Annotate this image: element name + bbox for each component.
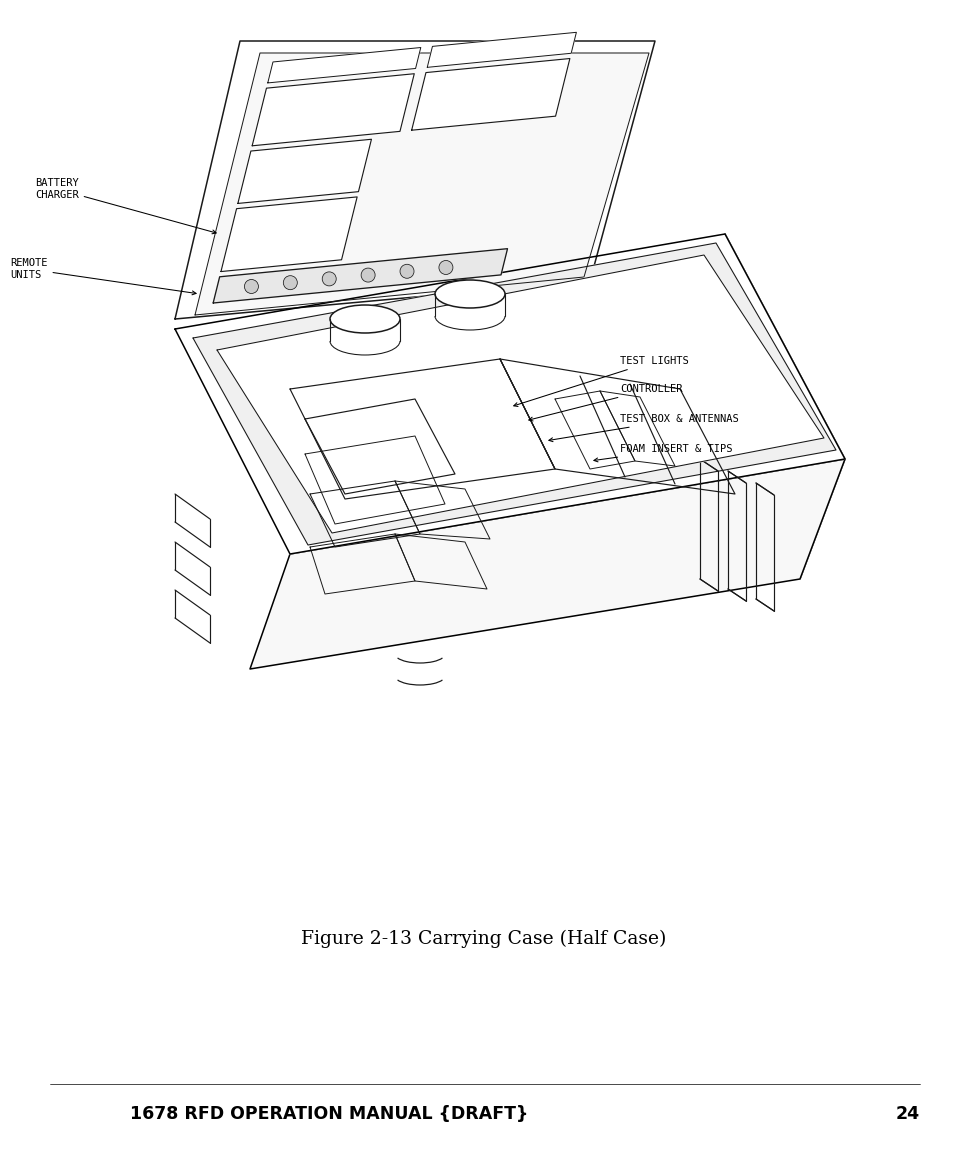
Text: FOAM INSERT & TIPS: FOAM INSERT & TIPS bbox=[594, 444, 733, 462]
Polygon shape bbox=[217, 255, 824, 533]
Text: BATTERY
CHARGER: BATTERY CHARGER bbox=[35, 178, 216, 233]
Text: REMOTE
UNITS: REMOTE UNITS bbox=[10, 259, 196, 295]
Polygon shape bbox=[221, 196, 358, 271]
Ellipse shape bbox=[330, 304, 400, 333]
Polygon shape bbox=[267, 47, 421, 83]
Text: TEST LIGHTS: TEST LIGHTS bbox=[514, 356, 689, 407]
Polygon shape bbox=[680, 234, 845, 579]
Polygon shape bbox=[427, 32, 577, 68]
Polygon shape bbox=[412, 59, 570, 130]
Circle shape bbox=[283, 276, 297, 290]
Text: TEST BOX & ANTENNAS: TEST BOX & ANTENNAS bbox=[548, 414, 738, 441]
Text: 24: 24 bbox=[896, 1105, 920, 1123]
Circle shape bbox=[361, 268, 375, 283]
Polygon shape bbox=[175, 234, 845, 554]
Polygon shape bbox=[252, 74, 415, 146]
Polygon shape bbox=[193, 242, 836, 545]
Polygon shape bbox=[250, 458, 845, 669]
Polygon shape bbox=[213, 248, 508, 303]
Ellipse shape bbox=[435, 280, 505, 308]
Polygon shape bbox=[175, 41, 655, 319]
Circle shape bbox=[323, 272, 336, 286]
Polygon shape bbox=[237, 139, 371, 203]
Polygon shape bbox=[195, 53, 649, 315]
Text: 1678 RFD OPERATION MANUAL {DRAFT}: 1678 RFD OPERATION MANUAL {DRAFT} bbox=[130, 1105, 528, 1123]
Text: Figure 2-13 Carrying Case (Half Case): Figure 2-13 Carrying Case (Half Case) bbox=[301, 930, 667, 948]
Circle shape bbox=[400, 264, 414, 278]
Text: CONTROLLER: CONTROLLER bbox=[529, 384, 682, 421]
Circle shape bbox=[439, 261, 453, 275]
Circle shape bbox=[244, 279, 259, 293]
